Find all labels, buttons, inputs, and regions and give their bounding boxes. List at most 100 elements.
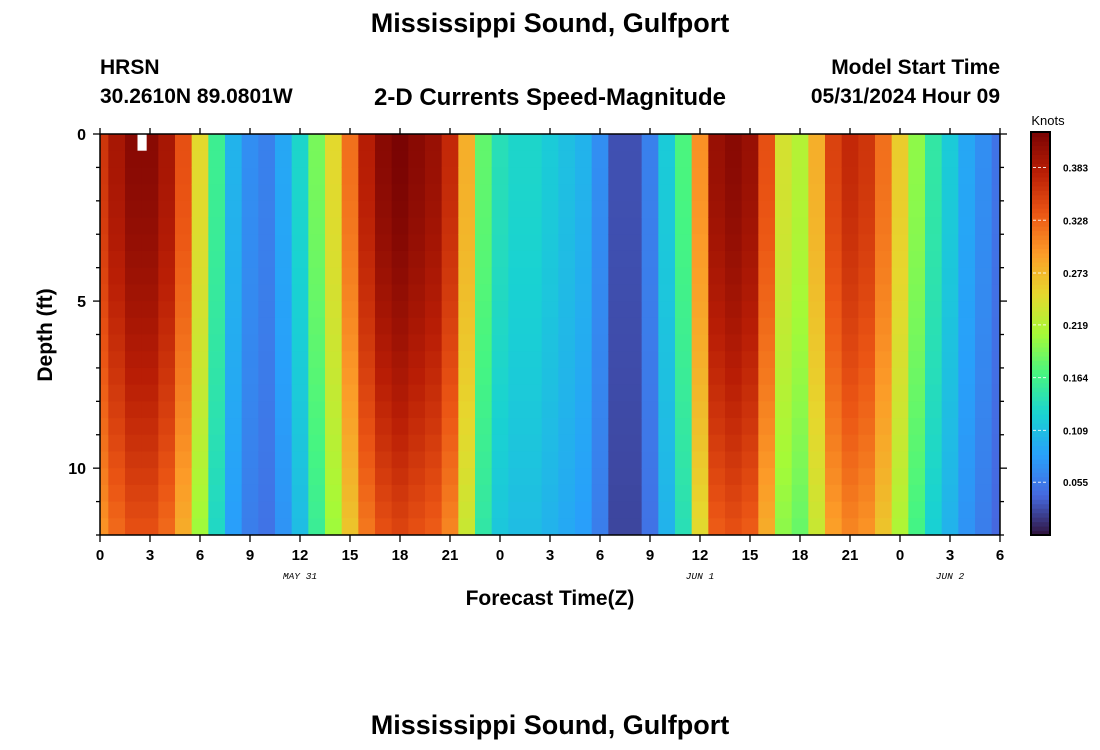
heatmap-cell xyxy=(958,367,976,386)
heatmap-cell xyxy=(641,418,659,436)
heatmap-cell xyxy=(808,167,826,185)
footer-title: Mississippi Sound, Gulfport xyxy=(370,710,730,740)
heatmap-cell xyxy=(991,317,1001,335)
heatmap-cell xyxy=(408,284,426,302)
heatmap-cell xyxy=(841,234,859,252)
heatmap-cell xyxy=(241,234,259,252)
heatmap-cell xyxy=(175,250,193,269)
heatmap-cell xyxy=(758,150,776,168)
heatmap-cell xyxy=(108,217,126,235)
heatmap-cell xyxy=(708,451,726,469)
heatmap-cell xyxy=(191,384,209,402)
heatmap-cell xyxy=(408,301,426,319)
heatmap-cell xyxy=(100,418,109,436)
heatmap-cell xyxy=(725,351,743,369)
heatmap-cell xyxy=(258,184,276,202)
heatmap-cell xyxy=(641,150,659,168)
heatmap-cell xyxy=(275,484,293,503)
heatmap-cell xyxy=(291,484,309,503)
heatmap-cell xyxy=(508,267,526,285)
heatmap-cell xyxy=(858,501,876,519)
heatmap-cell xyxy=(108,167,126,185)
heatmap-cell xyxy=(575,301,593,319)
heatmap-cell xyxy=(608,301,626,319)
heatmap-cell xyxy=(208,200,226,219)
heatmap-cell xyxy=(991,334,1001,352)
heatmap-cell xyxy=(508,250,526,269)
heatmap-cell xyxy=(725,167,743,185)
heatmap-cell xyxy=(141,434,159,452)
heatmap-cell xyxy=(858,484,876,503)
heatmap-cell xyxy=(875,250,893,269)
heatmap-cell xyxy=(608,334,626,352)
heatmap-cell xyxy=(191,434,209,452)
heatmap-cell xyxy=(608,351,626,369)
heatmap-cell xyxy=(758,134,776,152)
heatmap-cell xyxy=(941,401,959,419)
heatmap-cell xyxy=(508,501,526,519)
heatmap-cell xyxy=(641,351,659,369)
heatmap-cell xyxy=(125,301,143,319)
heatmap-cell xyxy=(825,434,843,452)
heatmap-cell xyxy=(608,217,626,235)
heatmap-cell xyxy=(808,284,826,302)
heatmap-cell xyxy=(891,217,909,235)
heatmap-cell xyxy=(225,301,243,319)
heatmap-cell xyxy=(925,167,943,185)
heatmap-cell xyxy=(358,234,376,252)
colorbar-segment xyxy=(1031,230,1050,236)
heatmap-cell xyxy=(875,200,893,219)
heatmap-cell xyxy=(708,150,726,168)
heatmap-cell xyxy=(308,384,326,402)
heatmap-cell xyxy=(558,134,576,152)
heatmap-cell xyxy=(925,384,943,402)
heatmap-cell xyxy=(375,501,393,519)
heatmap-cell xyxy=(958,267,976,285)
heatmap-cell xyxy=(441,217,459,235)
heatmap-cell xyxy=(825,518,843,536)
heatmap-cell xyxy=(508,217,526,235)
heatmap-cell xyxy=(225,317,243,335)
heatmap-cell xyxy=(591,501,609,519)
heatmap-cell xyxy=(625,217,643,235)
heatmap-cell xyxy=(658,317,676,335)
heatmap-cell xyxy=(175,200,193,219)
heatmap-cell xyxy=(958,434,976,452)
heatmap-cell xyxy=(758,401,776,419)
heatmap-cell xyxy=(575,434,593,452)
heatmap-cell xyxy=(841,200,859,219)
heatmap-cell xyxy=(258,301,276,319)
heatmap-cell xyxy=(775,167,793,185)
heatmap-cell xyxy=(991,501,1001,519)
heatmap-cell xyxy=(491,484,509,503)
heatmap-cell xyxy=(391,301,409,319)
heatmap-cell xyxy=(991,351,1001,369)
heatmap-cell xyxy=(891,434,909,452)
heatmap-cell xyxy=(458,434,476,452)
colorbar-segment xyxy=(1031,252,1050,258)
heatmap-cell xyxy=(341,351,359,369)
heatmap-cell xyxy=(725,418,743,436)
heatmap-cell xyxy=(808,384,826,402)
colorbar-segment xyxy=(1031,185,1050,191)
heatmap-cell xyxy=(808,250,826,269)
heatmap-cell xyxy=(258,434,276,452)
heatmap-cell xyxy=(308,518,326,536)
heatmap-cell xyxy=(391,167,409,185)
heatmap-cell xyxy=(491,384,509,402)
heatmap-cell xyxy=(741,284,759,302)
heatmap-cell xyxy=(391,217,409,235)
heatmap-cell xyxy=(141,317,159,335)
heatmap-cell xyxy=(808,351,826,369)
heatmap-cell xyxy=(708,484,726,503)
heatmap-cell xyxy=(941,184,959,202)
heatmap-cell xyxy=(208,334,226,352)
heatmap-cell xyxy=(291,134,309,152)
heatmap-cell xyxy=(691,484,709,503)
colorbar-tick-label: 0.055 xyxy=(1063,478,1088,489)
heatmap-cell xyxy=(991,451,1001,469)
heatmap-cell xyxy=(658,418,676,436)
heatmap-cell xyxy=(875,434,893,452)
heatmap-cell xyxy=(275,267,293,285)
heatmap-cell xyxy=(658,484,676,503)
